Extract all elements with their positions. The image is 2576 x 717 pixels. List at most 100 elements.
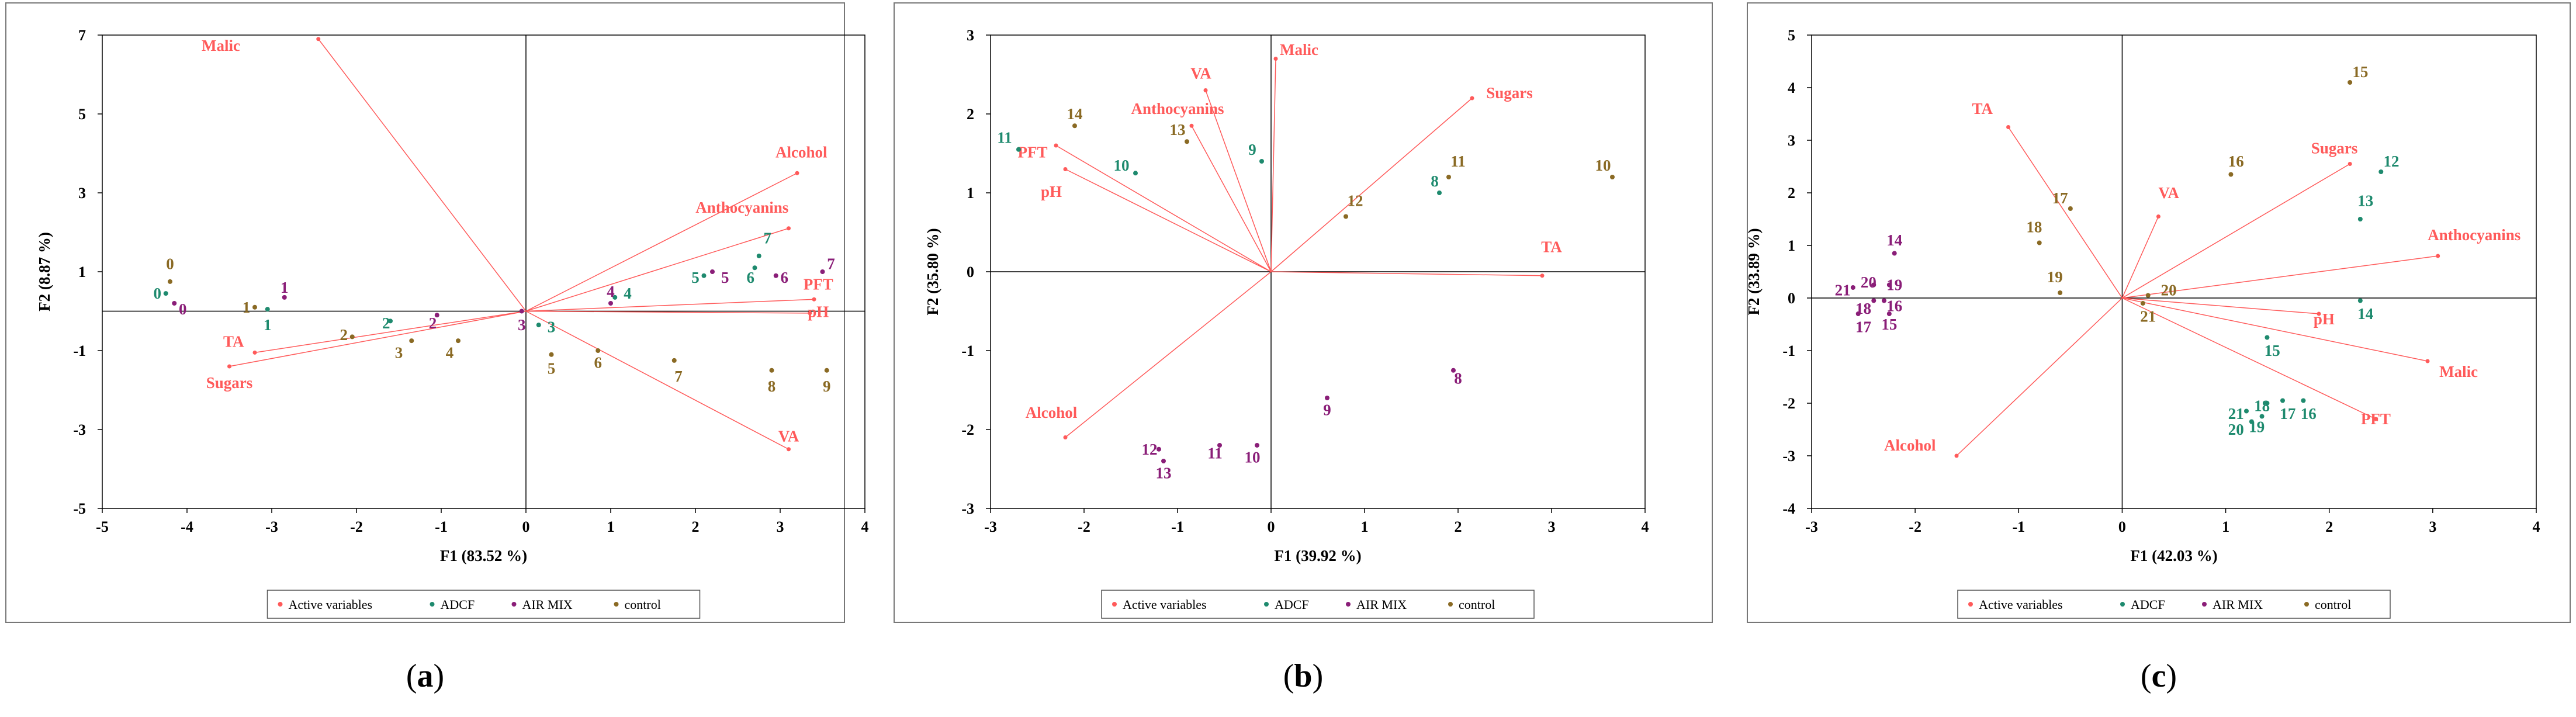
point-air-mix-11 — [1217, 443, 1222, 448]
point-label-air-mix-14: 14 — [1886, 231, 1902, 249]
point-control-16 — [2228, 172, 2234, 177]
vector-ta — [254, 310, 527, 354]
vector-ta — [1270, 271, 1543, 276]
vector-ta — [2007, 127, 2123, 299]
point-label-adcf-4: 4 — [624, 285, 632, 302]
y-tick-label: -2 — [1782, 395, 1795, 412]
x-tick-label: -2 — [1909, 518, 1921, 535]
vector-malic — [1270, 58, 1276, 272]
vector-ph — [2122, 297, 2319, 314]
point-label-air-mix-0: 0 — [179, 300, 187, 318]
vector-tip-va — [2156, 214, 2160, 219]
y-tick-label: -1 — [1782, 342, 1795, 359]
point-control-15 — [2348, 80, 2353, 85]
vector-va — [2121, 216, 2159, 299]
variable-label-va: VA — [1190, 64, 1211, 82]
point-air-mix-20 — [1871, 282, 1876, 288]
variable-label-ta: TA — [1972, 100, 1993, 117]
legend-label-adcf: ADCF — [2131, 597, 2165, 612]
x-tick-label: -3 — [1805, 518, 1818, 535]
point-air-mix-16 — [1882, 298, 1886, 303]
point-label-adcf-7: 7 — [764, 230, 772, 247]
point-air-mix-14 — [1892, 251, 1897, 256]
variable-label-pft: PFT — [2361, 410, 2391, 428]
variable-label-ta: TA — [223, 332, 244, 350]
legend-marker-air-mix — [1346, 602, 1351, 607]
legend-box — [1957, 590, 2391, 619]
point-air-mix-5 — [710, 269, 715, 274]
point-control-17 — [2068, 206, 2073, 211]
point-adcf-1 — [265, 307, 270, 312]
variable-label-anthocyanins: Anthocyanins — [1131, 100, 1224, 117]
point-label-air-mix-8: 8 — [1454, 369, 1462, 387]
panel-caption: (a) — [406, 658, 444, 694]
x-tick-label: 4 — [1642, 518, 1649, 535]
x-tick-label: -3 — [265, 518, 278, 535]
legend-label-control: control — [625, 597, 661, 612]
legend-label-active-variables: Active variables — [1123, 597, 1207, 612]
vector-tip-malic — [1273, 57, 1278, 61]
legend-marker-adcf — [2120, 602, 2125, 607]
point-adcf-11 — [1016, 147, 1021, 152]
point-label-adcf-11: 11 — [997, 129, 1012, 147]
variable-label-sugars: Sugars — [2311, 140, 2358, 157]
point-label-control-0: 0 — [166, 255, 174, 273]
variable-label-pft: PFT — [804, 275, 833, 293]
point-label-air-mix-2: 2 — [429, 314, 437, 332]
vector-alcohol — [525, 172, 798, 312]
point-label-air-mix-3: 3 — [518, 316, 526, 334]
point-air-mix-0 — [172, 301, 177, 306]
point-label-air-mix-6: 6 — [781, 269, 789, 286]
point-label-control-3: 3 — [395, 344, 403, 361]
x-tick-label: 2 — [2325, 518, 2333, 535]
legend-box — [266, 590, 701, 619]
legend-label-air-mix: AIR MIX — [1356, 597, 1407, 612]
vector-tip-pft — [2373, 417, 2378, 421]
point-label-adcf-2: 2 — [382, 314, 390, 332]
vector-tip-pft — [812, 297, 816, 302]
vector-tip-anthocyanins — [2436, 254, 2440, 258]
x-tick-label: 3 — [777, 518, 784, 535]
vector-pft — [525, 299, 815, 312]
point-label-control-18: 18 — [2026, 219, 2042, 236]
point-air-mix-15 — [1886, 311, 1892, 316]
point-adcf-6 — [752, 265, 757, 271]
legend-label-active-variables: Active variables — [1979, 597, 2063, 612]
x-tick-label: 3 — [1548, 518, 1556, 535]
point-control-14 — [1072, 123, 1077, 129]
point-air-mix-9 — [1325, 396, 1329, 400]
y-tick-label: 3 — [78, 185, 86, 202]
legend-marker-air-mix — [511, 602, 517, 607]
point-label-air-mix-5: 5 — [721, 269, 729, 286]
y-tick-label: 0 — [967, 264, 974, 280]
y-tick-label: 5 — [78, 106, 86, 123]
point-label-adcf-10: 10 — [1114, 157, 1130, 174]
point-adcf-17 — [2280, 398, 2285, 403]
variable-label-pft: PFT — [1018, 143, 1048, 161]
vector-tip-ta — [1540, 273, 1545, 278]
vector-sugars — [229, 310, 527, 367]
point-control-12 — [1344, 214, 1348, 219]
point-label-control-12: 12 — [1348, 192, 1363, 210]
point-label-control-6: 6 — [594, 354, 603, 371]
legend-marker-control — [1448, 602, 1453, 607]
plot-area — [1811, 34, 2537, 509]
point-label-control-9: 9 — [823, 377, 831, 395]
y-tick-label: 2 — [967, 106, 974, 123]
y-tick-label: 0 — [1788, 290, 1795, 307]
y-tick-label: -2 — [961, 421, 974, 438]
point-label-air-mix-15: 15 — [1881, 316, 1897, 333]
vector-tip-ta — [252, 350, 257, 355]
point-air-mix-4 — [608, 301, 613, 306]
variable-label-ph: pH — [808, 303, 829, 321]
variable-label-ph: pH — [1041, 183, 1062, 200]
point-label-control-8: 8 — [768, 377, 776, 395]
y-tick-label: -5 — [73, 500, 86, 517]
vector-ph — [525, 310, 810, 314]
variable-label-anthocyanins: Anthocyanins — [695, 199, 788, 216]
point-label-adcf-16: 16 — [2301, 405, 2317, 422]
point-adcf-9 — [1259, 159, 1264, 164]
point-control-19 — [2058, 290, 2063, 295]
